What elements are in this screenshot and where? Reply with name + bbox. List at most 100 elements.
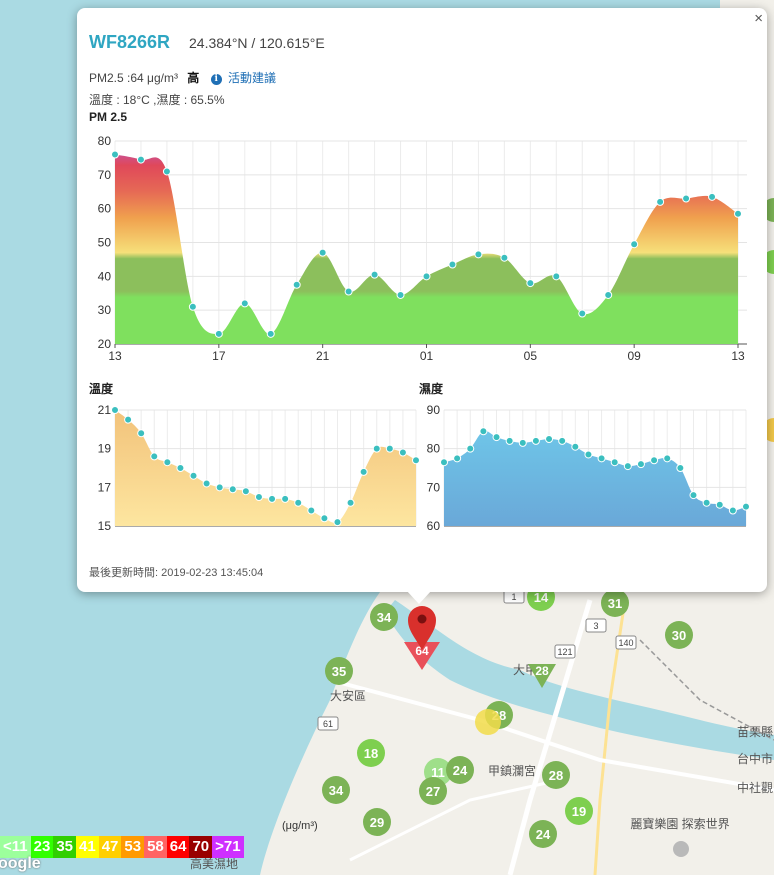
place-label: 麗寶樂園 探索世界 (630, 816, 729, 831)
pm25-xtick-label: 05 (524, 349, 538, 363)
temp-point (281, 494, 290, 503)
station-cluster-value: 35 (332, 664, 346, 679)
selected-triangle-marker[interactable] (404, 642, 440, 670)
legend-item: >71 (212, 836, 244, 858)
humidity-point (623, 462, 632, 471)
humidity-point (466, 444, 475, 453)
humidity-ytick-label: 80 (427, 442, 441, 456)
pm25-xtick-label: 17 (212, 349, 226, 363)
station-cluster-value: 34 (329, 783, 344, 798)
pm25-ytick-label: 60 (98, 202, 112, 216)
road (329, 678, 774, 792)
humidity-point (518, 438, 527, 447)
humidity-point (636, 460, 645, 469)
google-attribution: oogle (0, 855, 41, 872)
road (349, 778, 561, 862)
temp-point (228, 485, 237, 494)
station-cluster-value: 24 (453, 763, 468, 778)
pm25-point (318, 248, 327, 257)
road-shield (554, 644, 576, 659)
pm25-point (630, 240, 639, 249)
station-cluster-value: 19 (572, 804, 586, 819)
temp-point (307, 506, 316, 515)
temp-humidity: 溫度 : 18°C ,濕度 : 65.5% (89, 93, 225, 107)
place-label: 甲鎮瀾宮 (488, 763, 536, 778)
station-cluster-value: 11 (431, 765, 445, 780)
pm25-chart-title: PM 2.5 (89, 110, 128, 124)
activity-advice-link[interactable]: 活動建議 (228, 71, 277, 85)
humidity-chart[interactable]: 60 70 80 90 (407, 400, 757, 540)
humidity-point (531, 436, 540, 445)
pm25-xtick-label: 09 (627, 349, 641, 363)
station-cluster (363, 808, 391, 836)
humidity-point (545, 435, 554, 443)
humidity-point (558, 436, 567, 445)
legend-item: <11 (0, 836, 31, 858)
temp-point (294, 498, 303, 507)
pm25-ytick-label: 80 (98, 134, 112, 148)
pm25-point (370, 270, 379, 279)
humidity-point (479, 427, 488, 436)
place-label: 苗栗縣 (737, 725, 773, 739)
pm25-ytick-label: 40 (98, 269, 112, 283)
legend-item: 41 (76, 836, 99, 858)
legend-item: 58 (144, 836, 167, 858)
temp-ytick-label: 17 (98, 480, 112, 494)
temp-point (372, 444, 381, 453)
pm25-point (526, 279, 535, 288)
station-triangle-value: 28 (535, 664, 549, 678)
temp-ytick-label: 15 (98, 519, 112, 533)
temp-point (111, 406, 119, 414)
station-triangle-marker[interactable] (528, 664, 556, 688)
pm25-point (500, 253, 509, 262)
road-shield-label: 61 (323, 719, 333, 729)
location-icon[interactable] (673, 841, 689, 857)
pm25-chart[interactable]: 20 30 40 50 60 70 80 13 17 21 01 05 09 13 (77, 126, 767, 376)
humidity-points (440, 427, 750, 515)
road (593, 599, 627, 875)
temp-point (320, 514, 329, 523)
humidity-point (597, 454, 606, 463)
humidity-point (440, 458, 448, 467)
station-cluster-value: 24 (536, 827, 551, 842)
road-shield-label: 121 (557, 647, 572, 657)
humidity-point (715, 500, 724, 509)
station-cluster-value: 28 (549, 768, 563, 783)
legend-item: 35 (53, 836, 76, 858)
pm-summary: PM2.5 :64 μg/m³ 高 i 活動建議 (89, 69, 276, 86)
temp-chart[interactable]: 15 17 19 21 (77, 400, 422, 540)
station-cluster-yellow[interactable] (475, 709, 501, 735)
temp-ytick-label: 21 (98, 403, 112, 417)
humidity-ytick-label: 90 (427, 403, 441, 417)
legend-item: 64 (166, 836, 190, 858)
pm25-xtick-label: 01 (420, 349, 434, 363)
legend-item: 53 (121, 836, 145, 858)
road-shield-label: 3 (593, 621, 598, 631)
pm25-point (474, 250, 483, 259)
station-cluster (665, 621, 693, 649)
temp-points (111, 406, 420, 527)
temp-point (150, 452, 159, 461)
pm25-point (292, 280, 301, 289)
station-cluster (322, 776, 350, 804)
temp-point (359, 467, 368, 476)
last-updated: 最後更新時間: 2019-02-23 13:45:04 (89, 567, 264, 579)
humidity-point (689, 491, 698, 500)
station-cluster-value: 29 (370, 815, 384, 830)
station-cluster-value: 30 (672, 628, 686, 643)
legend-item: 70 (189, 836, 213, 858)
station-cluster-value: 18 (364, 746, 378, 761)
temp-chart-title: 溫度 (89, 382, 114, 396)
temp-yticks: 15 17 19 21 (98, 403, 112, 533)
pm25-point (682, 194, 691, 203)
humidity-point (505, 436, 514, 445)
road-shield (585, 618, 607, 633)
temp-point (215, 483, 224, 492)
map-pin-icon[interactable] (408, 606, 436, 650)
temp-point (268, 494, 277, 503)
info-icon[interactable]: i (210, 74, 222, 85)
close-icon[interactable]: × (754, 10, 763, 27)
pm25-point (111, 150, 119, 159)
pm25-point (448, 260, 457, 269)
